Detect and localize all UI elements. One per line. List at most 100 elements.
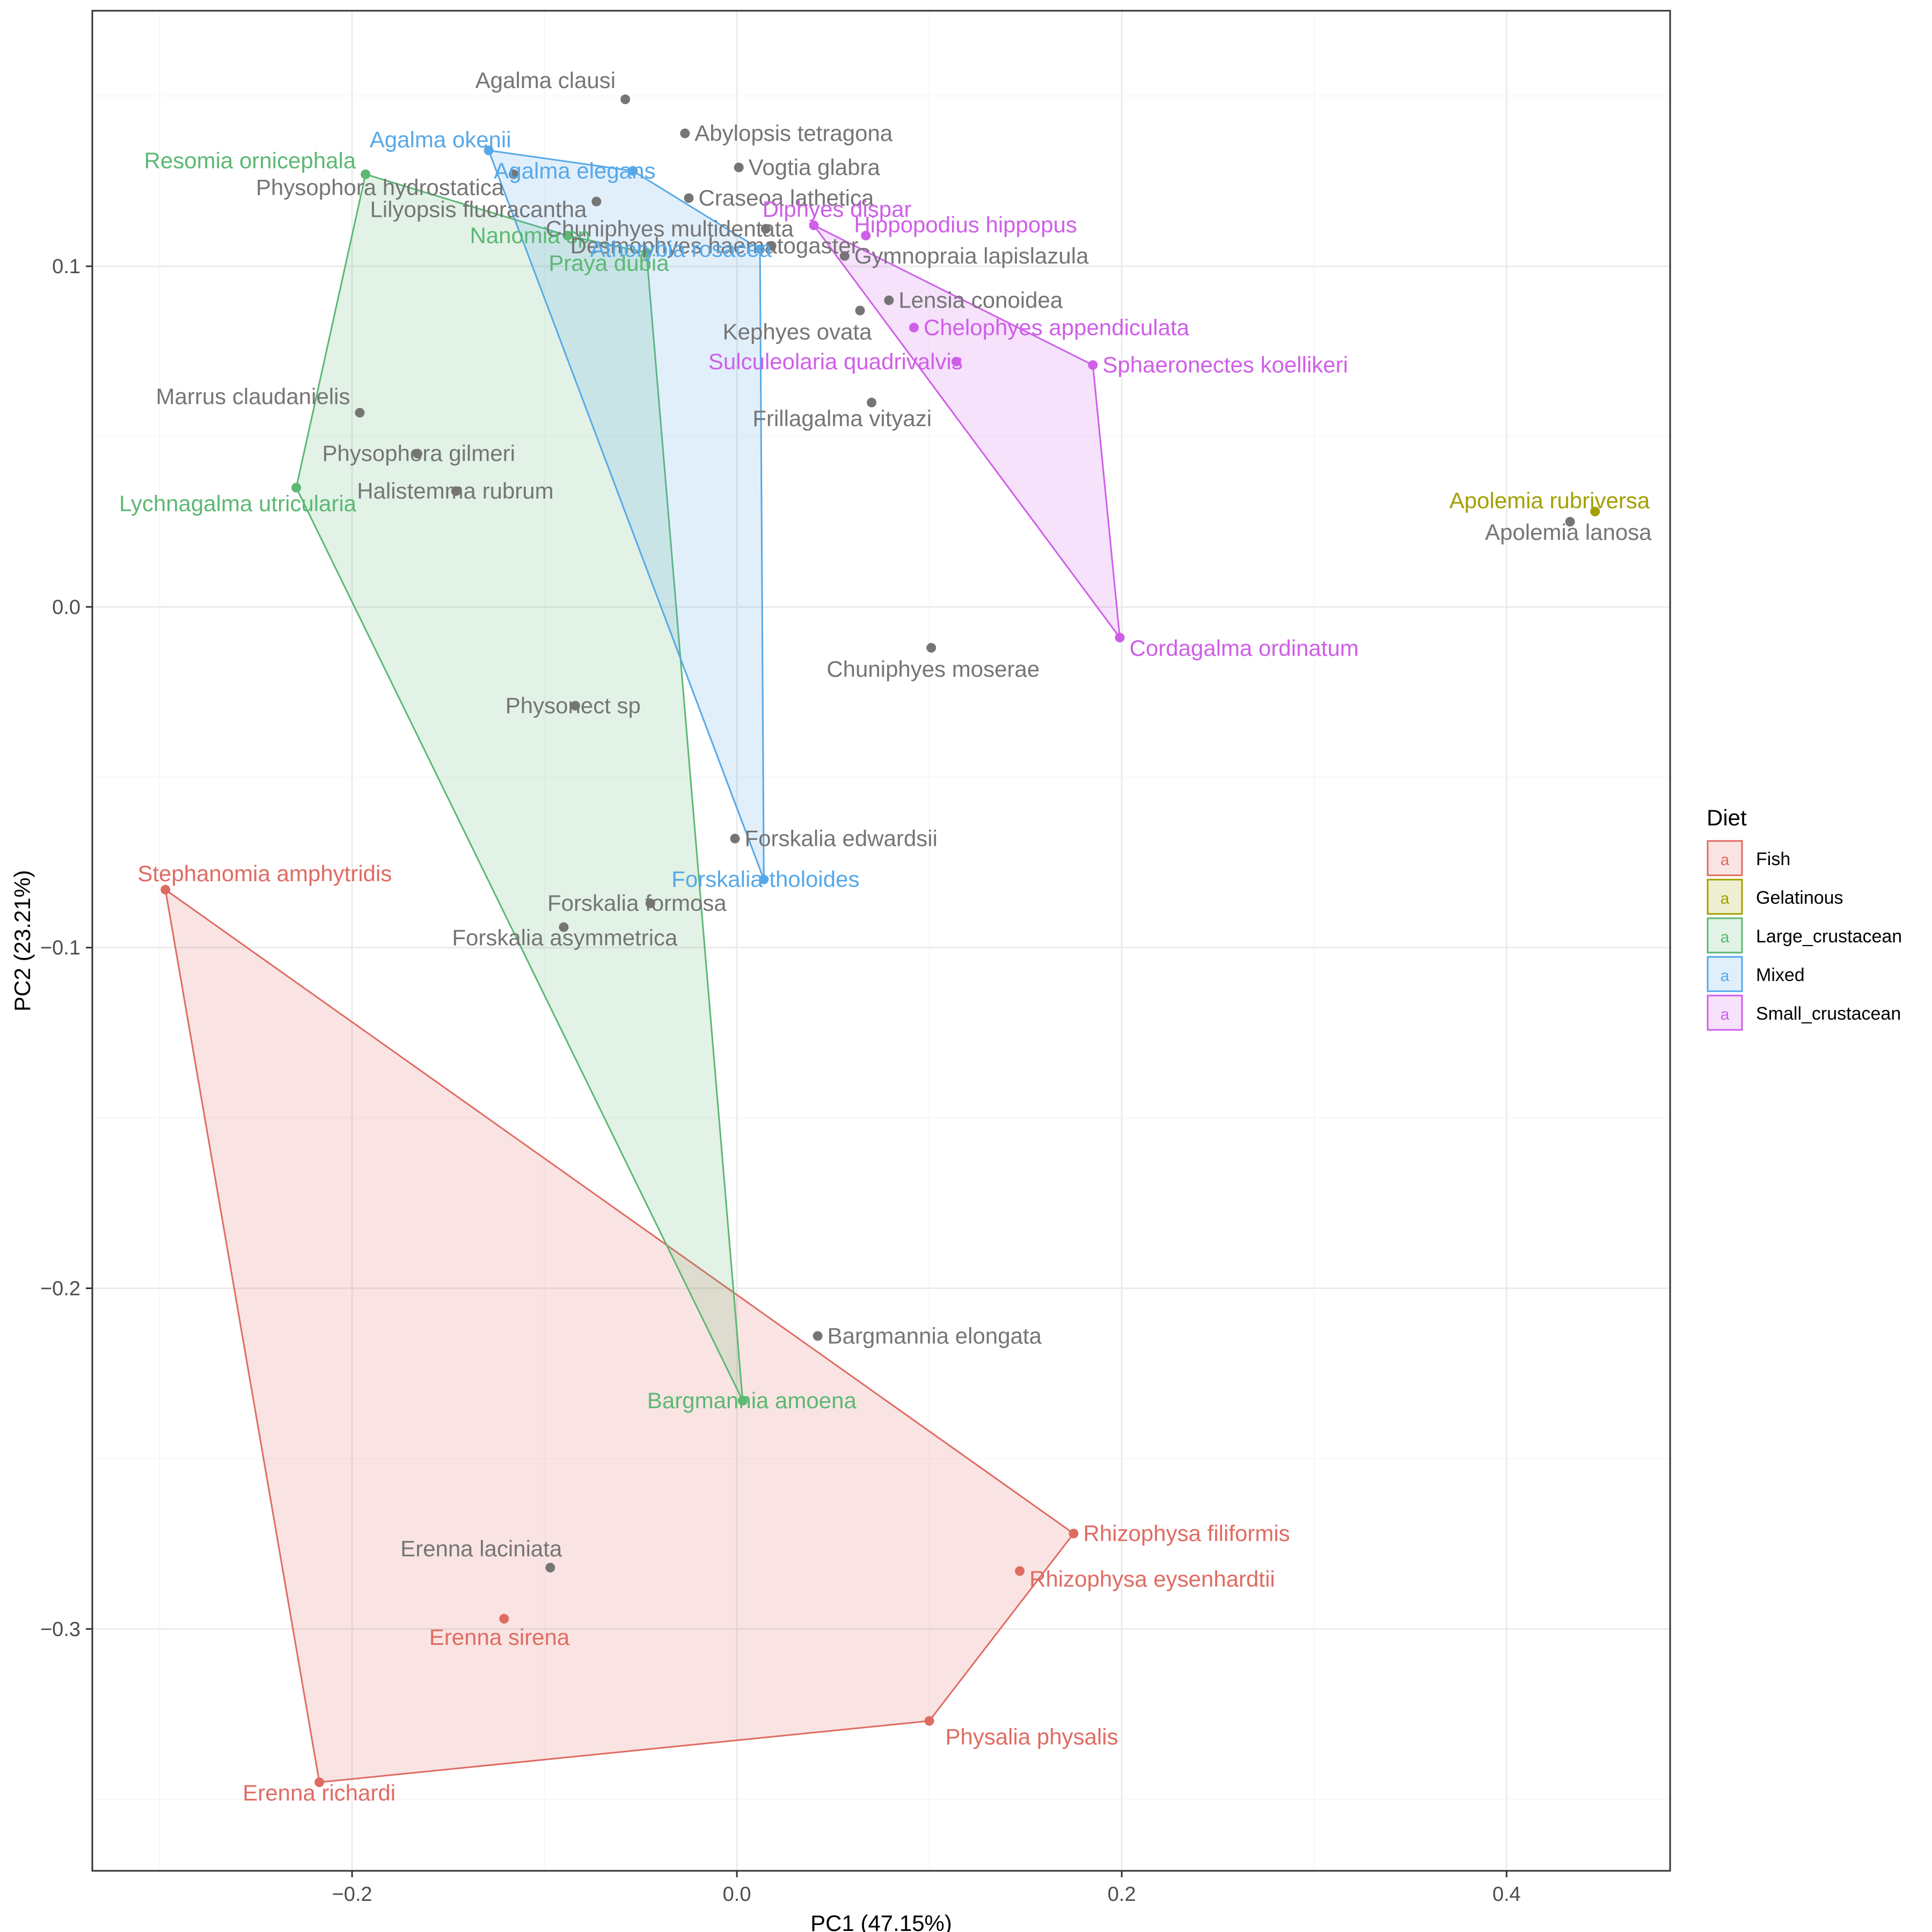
legend-label-small-crustacean: Small_crustacean [1756,1004,1901,1024]
point-agalma-clausi [620,94,631,105]
label-physophora-hydrostatica: Physophora hydrostatica [256,175,504,200]
label-forskalia-formosa: Forskalia formosa [547,890,727,916]
label-resomia-ornicephala: Resomia ornicephala [144,148,356,173]
label-chelophyes-appendiculata: Chelophyes appendiculata [924,314,1190,340]
x-tick-label: −0.2 [332,1883,372,1906]
label-bargmannia-amoena: Bargmannia amoena [647,1388,857,1413]
legend-key-fish [1707,840,1743,876]
point-frillagalma-vityazi [867,398,877,408]
point-marrus-claudanielis [355,408,365,418]
y-axis-title: PC2 (23.21%) [10,870,35,1012]
point-physophora-gilmeri [412,449,422,459]
label-nanomia-sp: Nanomia sp [470,223,590,248]
label-marrus-claudanielis: Marrus claudanielis [156,384,350,409]
legend-key-glyph: a [1721,928,1730,946]
point-apolemia-rubriversa [1590,507,1600,517]
y-tick-label: 0.1 [52,255,80,278]
point-kephyes-ovata [855,305,865,316]
legend-label-fish: Fish [1756,849,1790,869]
label-lensia-conoidea: Lensia conoidea [898,288,1063,313]
label-halistemma-rubrum: Halistemma rubrum [357,478,553,503]
point-diphyes-dispar [809,220,819,230]
legend-key-glyph: a [1721,1006,1730,1023]
point-physonect-sp [570,700,580,711]
label-physophora-gilmeri: Physophora gilmeri [322,441,515,466]
point-chuniphyes-multidentata [760,224,771,234]
label-forskalia-edwardsii: Forskalia edwardsii [745,826,938,851]
label-chuniphyes-multidentata: Chuniphyes multidentata [546,216,794,241]
y-tick-label: −0.2 [40,1277,80,1300]
label-cordagalma-ordinatum: Cordagalma ordinatum [1130,635,1359,661]
legend-key-large-crustacean [1707,917,1743,954]
legend-key-small-crustacean [1707,994,1743,1031]
point-stephanomia-amphytridis [160,884,171,895]
data-points [160,94,1600,1787]
point-erenna-richardi [314,1777,325,1787]
point-sulculeolaria-quadrivalvis [951,356,961,367]
point-praya-dubia [641,247,652,258]
point-hippopodius-hippopus [861,230,871,240]
point-rhizophysa-filiformis [1069,1528,1079,1539]
label-rhizophysa-filiformis: Rhizophysa filiformis [1084,1521,1290,1546]
point-agalma-okenii [484,145,494,156]
legend-key-glyph: a [1721,890,1730,908]
group-hulls [164,149,1121,1783]
legend-label-mixed: Mixed [1756,965,1805,985]
hull-small-crustacean [813,224,1121,641]
x-tick-label: 0.2 [1108,1883,1136,1906]
point-desmophyes-haematogaster [766,241,777,251]
label-abylopsis-tetragona: Abylopsis tetragona [694,121,893,146]
label-craseoa-lathetica: Craseoa lathetica [698,185,874,210]
x-axis-title: PC1 (47.15%) [810,1911,952,1932]
label-physalia-physalis: Physalia physalis [945,1724,1118,1750]
y-tick-label: 0.0 [52,596,80,619]
label-apolemia-rubriversa: Apolemia rubriversa [1450,488,1650,513]
point-physophora-hydrostatica [509,169,519,179]
label-praya-dubia: Praya dubia [548,251,669,276]
axis-ticks: −0.2 0.0 0.2 0.4 0.1 0.0 −0.1 −0.2 −0.3 [40,255,1521,1906]
legend-title: Diet [1707,805,1747,830]
point-apolemia-lanosa [1565,517,1575,527]
label-sulculeolaria-quadrivalvis: Sulculeolaria quadrivalvis [708,349,963,374]
point-forskalia-edwardsii [730,833,740,844]
label-hippopodius-hippopus: Hippopodius hippopus [854,212,1077,237]
legend-label-large-crustacean: Large_crustacean [1756,926,1902,947]
point-lensia-conoidea [884,295,894,305]
point-nanomia-sp [562,230,573,240]
label-agalma-clausi: Agalma clausi [475,68,616,93]
point-craseoa-lathetica [684,193,694,203]
label-apolemia-lanosa: Apolemia lanosa [1485,519,1652,545]
panel-border [91,10,1671,1872]
point-vogtia-glabra [734,163,744,173]
point-rhizophysa-eysenhardtii [1015,1566,1025,1576]
label-erenna-laciniata: Erenna laciniata [400,1536,562,1561]
label-agalma-elegans: Agalma elegans [494,158,655,183]
point-bargmannia-amoena [737,1395,748,1406]
point-gymnopraia-lapislazula [839,251,850,261]
point-lychnagalma-utricularia [291,482,302,493]
x-tick-label: 0.0 [723,1883,751,1906]
point-cordagalma-ordinatum [1115,633,1125,643]
legend-key-gelatinous [1707,879,1743,915]
label-diphyes-dispar: Diphyes dispar [763,196,912,222]
point-forskalia-asymmetrica [559,922,569,932]
point-forskalia-formosa [645,898,655,909]
point-chelophyes-appendiculata [909,323,919,333]
point-halistemma-rubrum [451,486,461,496]
label-agalma-okenii: Agalma okenii [370,127,511,152]
label-physonect-sp: Physonect sp [506,693,641,718]
label-chuniphyes-moserae: Chuniphyes moserae [826,656,1040,682]
y-tick-label: −0.1 [40,937,80,960]
point-sphaeronectes-koellikeri [1088,360,1098,370]
legend-key-glyph: a [1721,851,1730,869]
label-athorybia-rosacea: Athorybia rosacea [590,236,772,261]
legend-label-gelatinous: Gelatinous [1756,888,1843,908]
y-tick-label: −0.3 [40,1618,80,1641]
point-abylopsis-tetragona [680,128,690,138]
point-athorybia-rosacea [755,244,765,254]
point-physalia-physalis [924,1716,934,1726]
label-forskalia-asymmetrica: Forskalia asymmetrica [452,925,678,950]
label-vogtia-glabra: Vogtia glabra [749,155,881,180]
